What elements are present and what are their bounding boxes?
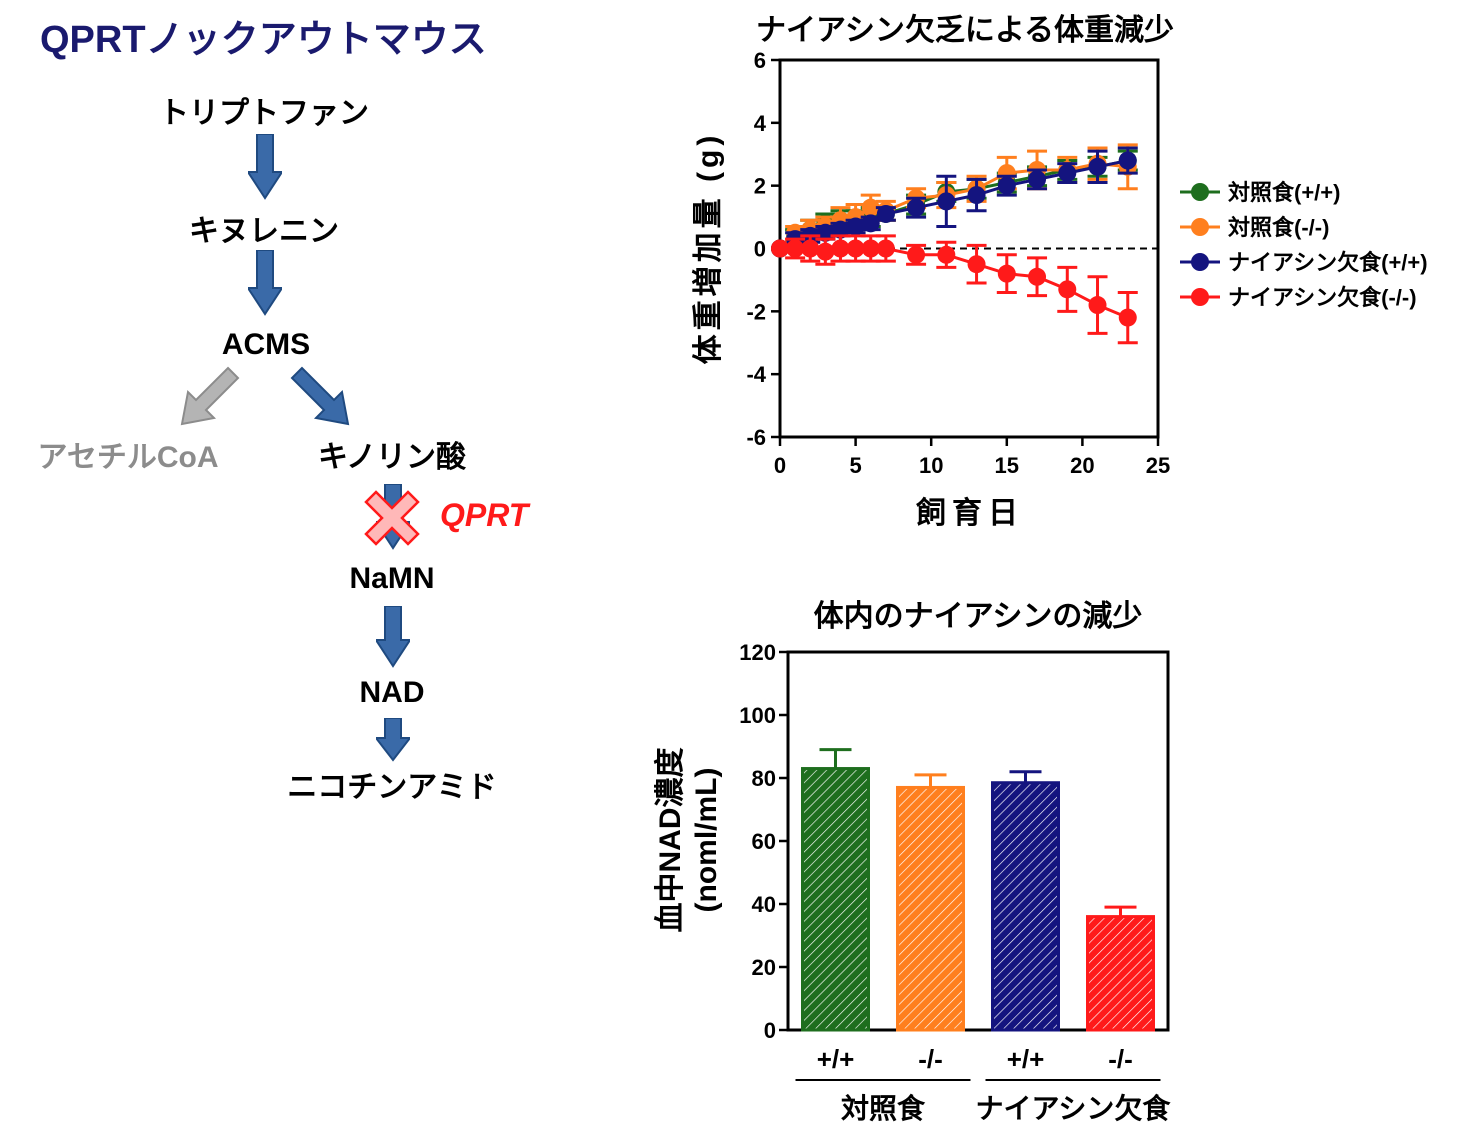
data-point — [1058, 280, 1077, 299]
data-point — [846, 217, 865, 236]
line-chart-ylabel: 体重増加量 (g) — [692, 132, 725, 365]
category-label: +/+ — [1007, 1044, 1045, 1074]
data-point — [861, 214, 880, 233]
data-point — [967, 186, 986, 205]
bar-chart-ylabel-line2: (noml/mL) — [690, 768, 723, 913]
legend-item: 対照食(+/+) — [1180, 180, 1340, 205]
data-point — [816, 242, 835, 261]
node-kynurenine: キヌレニン — [189, 215, 339, 248]
data-point — [937, 245, 956, 264]
node-nicotinamide: ニコチンアミド — [287, 771, 497, 804]
node-tryptophan: トリプトファン — [159, 97, 369, 130]
page-title: QPRTノックアウトマウス — [40, 19, 487, 61]
down-arrow-icon — [376, 606, 410, 668]
data-point — [1088, 296, 1107, 315]
category-label: -/- — [918, 1044, 943, 1074]
y-tick-label: 6 — [754, 48, 766, 73]
x-tick-label: 25 — [1146, 453, 1170, 478]
down-arrow-icon — [248, 250, 282, 316]
diagonal-arrow-icon — [290, 366, 350, 426]
y-tick-label: 2 — [754, 174, 766, 199]
data-point — [967, 255, 986, 274]
bar — [1086, 915, 1155, 1032]
grey-arrow-icon — [180, 366, 240, 426]
data-point — [1118, 151, 1137, 170]
line-chart-title: ナイアシン欠乏による体重減少 — [756, 13, 1174, 47]
x-mark-icon — [364, 490, 420, 546]
legend-label: ナイアシン欠食(+/+) — [1228, 250, 1428, 275]
data-point — [771, 239, 789, 258]
blood-nad-bar-chart: 体内のナイアシンの減少 0 20 40 60 80 100 120 +/+ -/- +/+ -/-… — [654, 600, 1172, 1124]
data-point — [1028, 267, 1047, 286]
node-nad: NAD — [359, 676, 425, 709]
data-point — [907, 245, 926, 264]
data-point — [937, 192, 956, 211]
legend-label: 対照食(-/-) — [1228, 215, 1329, 240]
enzyme-qprt-label: QPRT — [440, 497, 529, 533]
data-point — [861, 239, 880, 258]
legend-marker — [1191, 288, 1209, 306]
bar — [896, 785, 965, 1032]
data-point — [831, 220, 850, 239]
data-point — [801, 239, 820, 258]
line-chart-xlabel: 飼育日 — [916, 496, 1024, 530]
data-point — [786, 239, 805, 258]
down-arrow-icon — [248, 134, 282, 200]
x-tick-label: 15 — [995, 453, 1019, 478]
legend-item: ナイアシン欠食(+/+) — [1180, 250, 1428, 275]
bar-chart-ylabel-line1: 血中NAD濃度 — [654, 748, 687, 933]
series-2 — [771, 146, 1138, 258]
data-point — [997, 176, 1016, 195]
x-tick-label: 5 — [849, 453, 861, 478]
y-tick-label: 60 — [752, 829, 776, 854]
node-quinolinic-acid: キノリン酸 — [318, 441, 466, 474]
y-tick-label: 4 — [754, 111, 767, 136]
group-label: ナイアシン欠食 — [976, 1092, 1172, 1124]
data-point — [846, 239, 865, 258]
bar — [991, 781, 1060, 1032]
node-acms: ACMS — [221, 328, 311, 361]
category-label: +/+ — [817, 1044, 855, 1074]
data-point — [1118, 308, 1137, 327]
legend-marker — [1191, 253, 1209, 271]
data-point — [816, 223, 835, 242]
legend-item: 対照食(-/-) — [1180, 215, 1329, 240]
data-point — [1028, 170, 1047, 189]
group-label: 対照食 — [841, 1092, 926, 1124]
down-arrow-icon — [376, 718, 410, 762]
y-tick-label: -6 — [746, 425, 766, 450]
data-point — [876, 204, 895, 223]
data-point — [1088, 157, 1107, 176]
x-tick-label: 20 — [1070, 453, 1094, 478]
data-point — [861, 198, 880, 217]
data-point — [997, 264, 1016, 283]
y-tick-label: -4 — [746, 362, 766, 387]
data-point — [876, 239, 895, 258]
y-tick-label: 120 — [739, 640, 776, 665]
category-label: -/- — [1108, 1044, 1133, 1074]
legend-marker — [1191, 183, 1209, 201]
legend-item: ナイアシン欠食(-/-) — [1180, 285, 1417, 310]
x-tick-label: 0 — [774, 453, 786, 478]
y-tick-label: -2 — [746, 299, 766, 324]
legend-marker — [1191, 218, 1209, 236]
series-3 — [771, 234, 1138, 345]
y-tick-label: 20 — [752, 955, 776, 980]
y-tick-label: 80 — [752, 766, 776, 791]
data-point — [907, 198, 926, 217]
bar-chart-title: 体内のナイアシンの減少 — [814, 600, 1143, 633]
y-tick-label: 0 — [764, 1018, 776, 1043]
y-tick-label: 100 — [739, 703, 776, 728]
node-acetyl-coa: アセチルCoA — [37, 441, 219, 474]
y-tick-label: 0 — [754, 237, 766, 262]
data-point — [1058, 164, 1077, 183]
data-point — [831, 239, 850, 258]
y-tick-label: 40 — [752, 892, 776, 917]
x-tick-label: 10 — [919, 453, 943, 478]
legend-label: ナイアシン欠食(-/-) — [1228, 285, 1417, 310]
node-namn: NaMN — [349, 562, 435, 595]
bar — [801, 767, 870, 1032]
legend-label: 対照食(+/+) — [1228, 180, 1340, 205]
